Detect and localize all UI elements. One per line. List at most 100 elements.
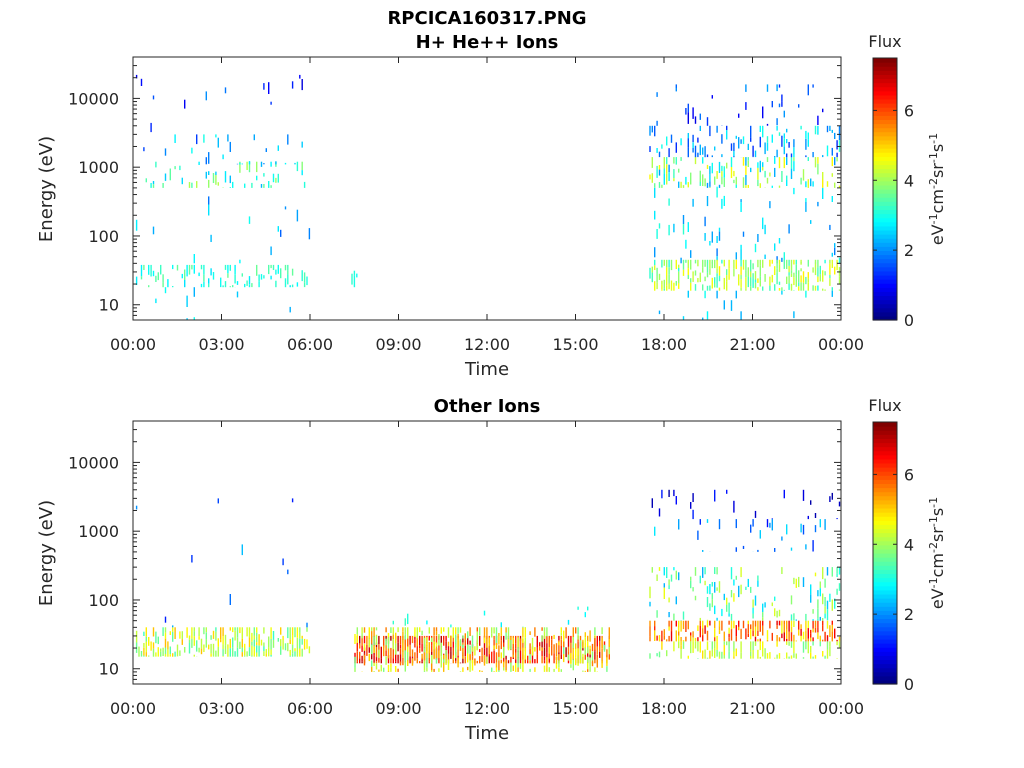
heatmap-cell — [747, 184, 749, 188]
heatmap-cell — [831, 157, 833, 167]
heatmap-cell — [733, 142, 735, 151]
heatmap-cell — [440, 627, 442, 634]
heatmap-cell — [757, 278, 759, 283]
heatmap-cell — [359, 644, 361, 649]
heatmap-cell — [450, 635, 452, 647]
heatmap-cell — [733, 259, 735, 269]
heatmap-cell — [750, 651, 752, 657]
heatmap-cell — [706, 259, 709, 264]
heatmap-cell — [798, 576, 800, 588]
x-tick-label: 00:00 — [110, 335, 156, 354]
heatmap-cell — [757, 639, 759, 642]
heatmap-cell — [395, 661, 397, 664]
heatmap-cell — [431, 663, 433, 671]
heatmap-cell — [790, 595, 793, 605]
heatmap-cell — [488, 656, 490, 664]
heatmap-cell — [793, 272, 795, 278]
heatmap-cell — [256, 264, 258, 276]
heatmap-cell — [706, 586, 709, 594]
heatmap-cell — [776, 259, 778, 269]
heatmap-cell — [284, 643, 287, 651]
heatmap-cell — [483, 627, 486, 638]
heatmap-cell — [476, 627, 478, 632]
heatmap-cell — [819, 274, 821, 282]
heatmap-cell — [800, 177, 802, 185]
heatmap-cell — [836, 140, 838, 150]
heatmap-cell — [798, 104, 800, 108]
heatmap-cell — [210, 268, 212, 276]
heatmap-cell — [740, 249, 742, 261]
heatmap-cell — [793, 139, 795, 148]
heatmap-cell — [661, 280, 663, 285]
heatmap-cell — [268, 82, 270, 94]
heatmap-cell — [704, 259, 706, 267]
heatmap-cell — [594, 667, 596, 672]
heatmap-cell — [726, 162, 728, 169]
heatmap-cell — [651, 498, 653, 508]
heatmap-cell — [790, 547, 793, 551]
heatmap-cell — [714, 567, 716, 574]
heatmap-cell — [836, 518, 838, 520]
heatmap-cell — [459, 662, 462, 664]
heatmap-cell — [740, 584, 742, 595]
heatmap-cell — [687, 290, 689, 298]
heatmap-cell — [428, 642, 430, 654]
heatmap-cell — [680, 138, 682, 146]
heatmap-cell — [531, 637, 534, 649]
heatmap-cell — [299, 648, 301, 657]
heatmap-cell — [577, 641, 579, 650]
colorbar-segment — [873, 250, 897, 256]
heatmap-cell — [558, 660, 560, 668]
heatmap-cell — [711, 231, 713, 243]
heatmap-cell — [361, 655, 363, 662]
heatmap-cell — [503, 656, 505, 664]
heatmap-cell — [299, 638, 301, 649]
heatmap-cell — [723, 631, 725, 642]
heatmap-cell — [807, 272, 809, 279]
heatmap-cell — [474, 646, 476, 656]
heatmap-cell — [268, 647, 270, 657]
heatmap-cell — [459, 639, 462, 647]
heatmap-cell — [500, 622, 502, 628]
heatmap-cell — [467, 631, 469, 639]
heatmap-cell — [814, 125, 817, 135]
heatmap-cell — [421, 653, 423, 660]
heatmap-cell — [440, 642, 442, 647]
heatmap-cell — [716, 290, 718, 299]
heatmap-cell — [277, 173, 279, 183]
heatmap-cell — [270, 264, 272, 269]
heatmap-cell — [817, 163, 819, 175]
heatmap-cell — [452, 655, 454, 660]
heatmap-cell — [709, 166, 711, 175]
heatmap-cell — [709, 259, 711, 269]
heatmap-cell — [222, 644, 224, 650]
heatmap-cell — [716, 587, 718, 591]
heatmap-cell — [193, 631, 195, 637]
heatmap-cell — [786, 639, 788, 642]
heatmap-cell — [404, 627, 406, 635]
heatmap-cell — [435, 646, 438, 659]
heatmap-cell — [807, 132, 809, 140]
heatmap-cell — [706, 657, 709, 659]
heatmap-cell — [836, 639, 838, 642]
heatmap-cell — [706, 620, 709, 628]
heatmap-cell — [807, 620, 809, 629]
heatmap-cell — [649, 267, 651, 279]
heatmap-cell — [181, 639, 183, 645]
colorbar-tick-label: 2 — [904, 605, 914, 624]
heatmap-cell — [416, 638, 418, 646]
heatmap-cell — [802, 524, 805, 535]
heatmap-cell — [395, 632, 397, 644]
heatmap-cell — [143, 655, 145, 657]
heatmap-cell — [383, 645, 385, 657]
heatmap-cell — [184, 269, 186, 280]
heatmap-cell — [834, 266, 836, 275]
colorbar-segment — [873, 528, 897, 534]
colorbar-segment — [873, 422, 897, 427]
heatmap-cell — [510, 636, 512, 640]
heatmap-cell — [447, 627, 450, 638]
heatmap-cell — [392, 658, 394, 664]
heatmap-cell — [488, 637, 490, 646]
heatmap-cell — [575, 643, 577, 649]
colorbar-segment — [873, 454, 897, 460]
